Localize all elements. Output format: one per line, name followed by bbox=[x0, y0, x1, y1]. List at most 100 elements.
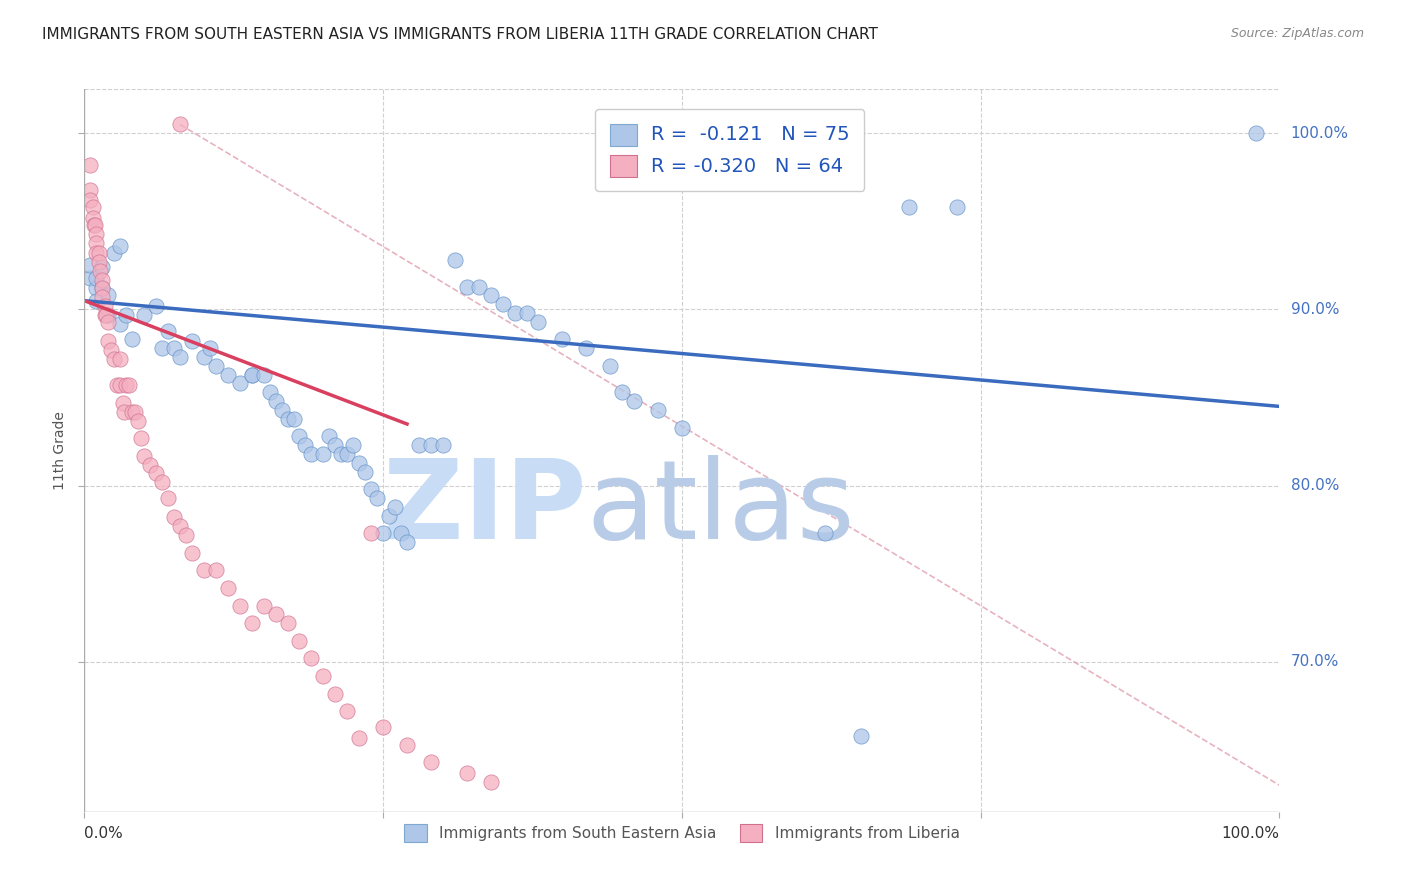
Point bbox=[360, 526, 382, 541]
Point bbox=[253, 599, 276, 613]
Point bbox=[253, 368, 276, 382]
Point bbox=[174, 528, 197, 542]
Text: 70.0%: 70.0% bbox=[1291, 655, 1339, 669]
Point bbox=[110, 239, 132, 253]
Point bbox=[105, 378, 128, 392]
Point bbox=[100, 343, 122, 357]
Text: ZIP: ZIP bbox=[382, 455, 586, 562]
Point bbox=[330, 447, 353, 461]
Point bbox=[110, 378, 132, 392]
Point bbox=[229, 599, 252, 613]
Point bbox=[420, 438, 443, 452]
Point bbox=[288, 429, 311, 443]
Point bbox=[121, 333, 143, 347]
Point bbox=[342, 438, 364, 452]
Point bbox=[456, 766, 478, 780]
Point bbox=[93, 299, 115, 313]
Text: IMMIGRANTS FROM SOUTH EASTERN ASIA VS IMMIGRANTS FROM LIBERIA 11TH GRADE CORRELA: IMMIGRANTS FROM SOUTH EASTERN ASIA VS IM… bbox=[42, 27, 879, 42]
Point bbox=[163, 341, 186, 355]
Point bbox=[91, 281, 114, 295]
Point bbox=[124, 405, 146, 419]
Point bbox=[575, 341, 598, 355]
Point bbox=[86, 246, 108, 260]
Point bbox=[349, 731, 371, 745]
Point bbox=[612, 385, 634, 400]
Point bbox=[94, 308, 117, 322]
Point bbox=[396, 738, 419, 752]
Point bbox=[169, 350, 191, 364]
Point bbox=[378, 508, 401, 523]
Point bbox=[115, 378, 138, 392]
Point bbox=[240, 616, 263, 631]
Point bbox=[112, 405, 135, 419]
Point bbox=[671, 420, 693, 434]
Point bbox=[121, 405, 143, 419]
Point bbox=[82, 200, 104, 214]
Point bbox=[132, 308, 156, 322]
Point bbox=[264, 607, 287, 622]
Point bbox=[277, 616, 299, 631]
Point bbox=[503, 306, 526, 320]
Point bbox=[479, 288, 502, 302]
Point bbox=[444, 253, 467, 268]
Point bbox=[87, 255, 110, 269]
Point bbox=[301, 447, 323, 461]
Point bbox=[79, 183, 101, 197]
Point bbox=[301, 651, 323, 665]
Point bbox=[814, 526, 837, 541]
Point bbox=[181, 546, 204, 560]
Point bbox=[91, 281, 114, 295]
Point bbox=[110, 351, 132, 366]
Text: atlas: atlas bbox=[586, 455, 855, 562]
Point bbox=[318, 429, 340, 443]
Point bbox=[145, 299, 167, 313]
Point bbox=[312, 669, 335, 683]
Point bbox=[132, 449, 156, 463]
Text: Source: ZipAtlas.com: Source: ZipAtlas.com bbox=[1230, 27, 1364, 40]
Point bbox=[103, 351, 125, 366]
Point bbox=[396, 535, 419, 549]
Point bbox=[86, 293, 108, 308]
Point bbox=[408, 438, 430, 452]
Point bbox=[277, 411, 299, 425]
Text: 0.0%: 0.0% bbox=[84, 826, 124, 841]
Point bbox=[264, 394, 287, 409]
Point bbox=[325, 687, 347, 701]
Point bbox=[389, 526, 412, 541]
Point bbox=[79, 158, 101, 172]
Point bbox=[86, 235, 108, 250]
Point bbox=[516, 306, 538, 320]
Point bbox=[288, 633, 311, 648]
Point bbox=[217, 581, 239, 595]
Point bbox=[946, 200, 969, 214]
Point bbox=[87, 246, 110, 260]
Text: 90.0%: 90.0% bbox=[1291, 302, 1339, 317]
Point bbox=[150, 341, 173, 355]
Point bbox=[259, 385, 281, 400]
Point bbox=[103, 246, 125, 260]
Point bbox=[898, 200, 921, 214]
Point bbox=[479, 774, 502, 789]
Point bbox=[169, 118, 191, 132]
Point bbox=[336, 447, 359, 461]
Point bbox=[599, 359, 621, 373]
Point bbox=[97, 334, 120, 349]
Point bbox=[240, 368, 263, 382]
Point bbox=[551, 333, 574, 347]
Point bbox=[110, 317, 132, 331]
Point bbox=[93, 308, 115, 322]
Point bbox=[205, 359, 228, 373]
Point bbox=[86, 227, 108, 241]
Point bbox=[129, 431, 152, 445]
Point bbox=[82, 211, 104, 225]
Point bbox=[270, 403, 292, 417]
Point bbox=[157, 324, 180, 338]
Point bbox=[86, 281, 108, 295]
Point bbox=[366, 491, 388, 505]
Point bbox=[117, 378, 139, 392]
Point bbox=[283, 411, 305, 425]
Point bbox=[432, 438, 454, 452]
Point bbox=[79, 193, 101, 207]
Point bbox=[336, 704, 359, 718]
Point bbox=[83, 218, 105, 232]
